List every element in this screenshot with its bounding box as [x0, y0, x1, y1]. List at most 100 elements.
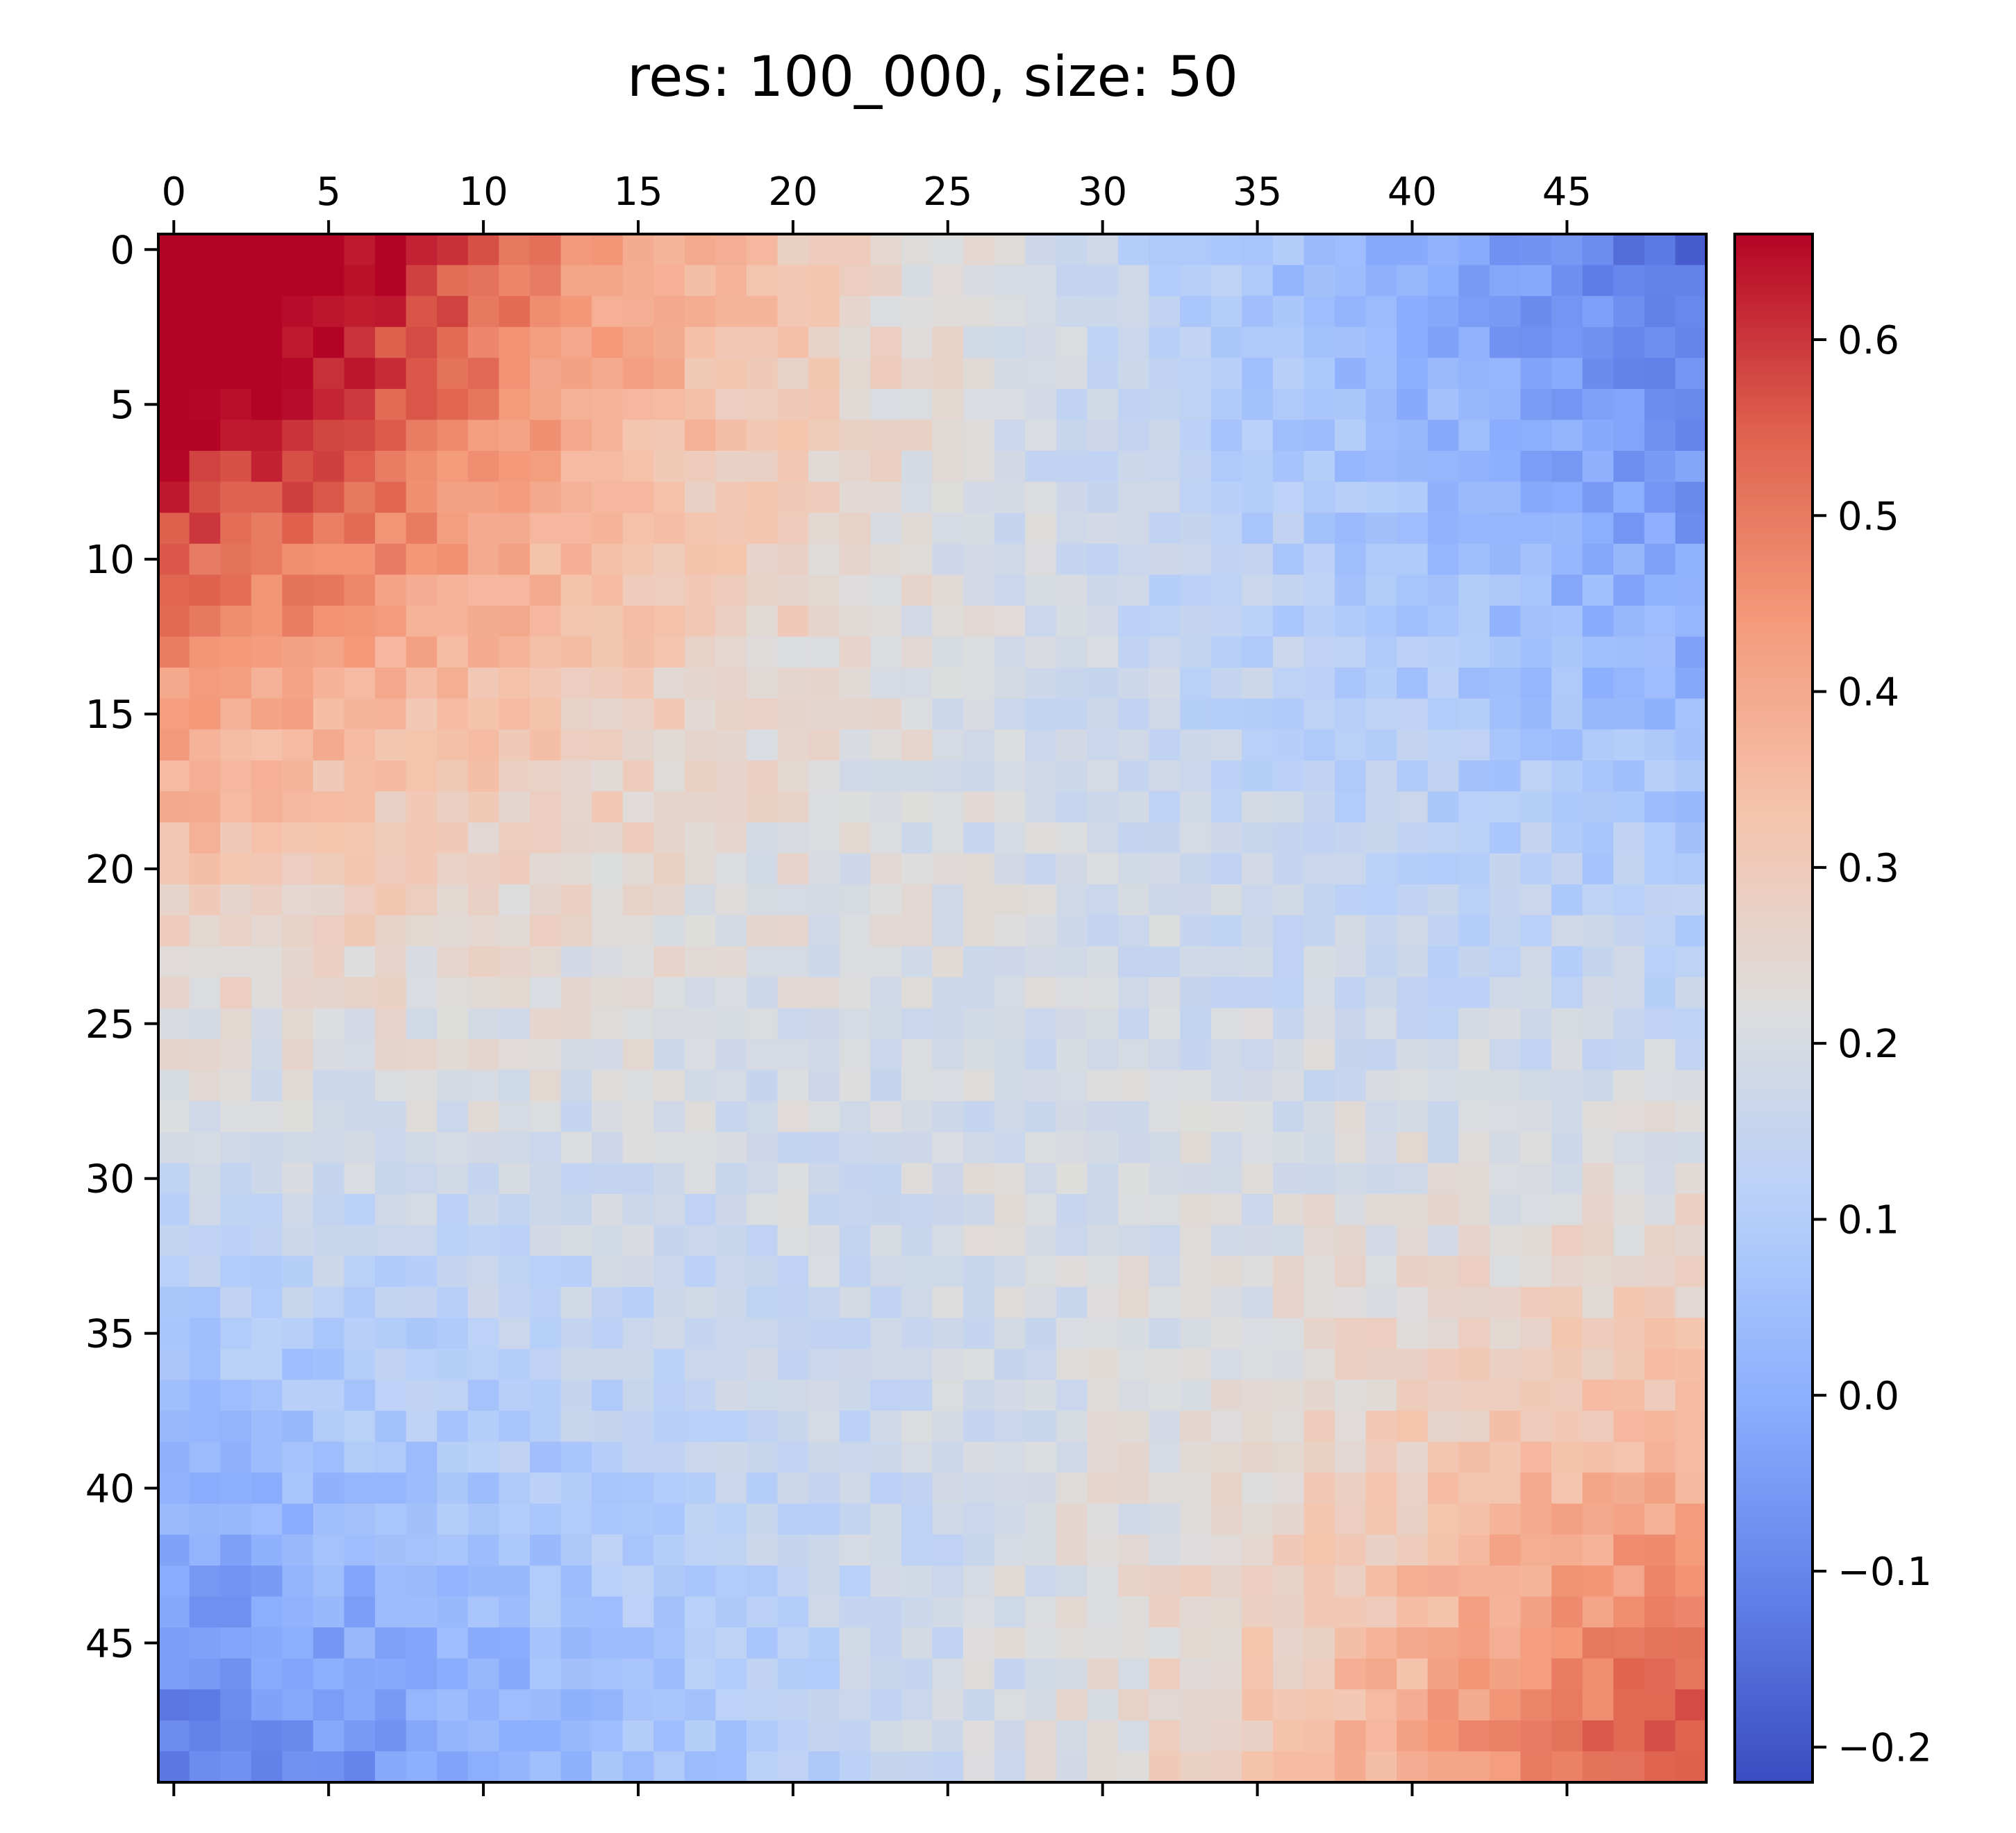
- heatmap-cell: [375, 977, 407, 1009]
- heatmap-cell: [1489, 636, 1522, 668]
- heatmap-cell: [560, 388, 592, 421]
- heatmap-cell: [1397, 1131, 1428, 1163]
- heatmap-cell: [653, 1565, 685, 1598]
- heatmap-cell: [684, 1411, 717, 1443]
- heatmap-cell: [529, 1379, 562, 1411]
- heatmap-cell: [1365, 1565, 1397, 1598]
- heatmap-cell: [715, 1193, 747, 1226]
- heatmap-cell: [1520, 853, 1552, 885]
- heatmap-cell: [747, 853, 778, 885]
- heatmap-cell: [1582, 1225, 1614, 1256]
- heatmap-cell: [1335, 946, 1367, 978]
- heatmap-cell: [1644, 1286, 1676, 1318]
- heatmap-cell: [1272, 543, 1305, 575]
- heatmap-cell: [344, 1565, 376, 1598]
- heatmap-cell: [158, 1534, 190, 1566]
- heatmap-cell: [344, 698, 376, 730]
- heatmap-cell: [220, 1131, 252, 1163]
- heatmap-cell: [932, 1131, 964, 1163]
- heatmap-cell: [1582, 451, 1614, 483]
- heatmap-cell: [313, 1565, 345, 1598]
- heatmap-cell: [1087, 513, 1119, 545]
- heatmap-cell: [1397, 946, 1428, 978]
- heatmap-cell: [313, 1225, 345, 1256]
- heatmap-cell: [1489, 358, 1522, 390]
- heatmap-cell: [158, 1318, 190, 1350]
- heatmap-cell: [189, 1658, 221, 1690]
- heatmap-cell: [932, 605, 964, 638]
- heatmap-cell: [1272, 574, 1305, 606]
- heatmap-cell: [963, 1131, 995, 1163]
- heatmap-cell: [901, 451, 933, 483]
- heatmap-cell: [282, 884, 314, 916]
- heatmap-cell: [1397, 884, 1428, 916]
- heatmap-cell: [1087, 1689, 1119, 1721]
- heatmap-cell: [499, 543, 531, 575]
- heatmap-cell: [747, 1534, 778, 1566]
- heatmap-cell: [529, 1256, 562, 1288]
- heatmap-cell: [189, 1379, 221, 1411]
- heatmap-cell: [158, 1039, 190, 1071]
- heatmap-cell: [1520, 1070, 1552, 1102]
- heatmap-cell: [189, 1348, 221, 1381]
- heatmap-cell: [1272, 451, 1305, 483]
- heatmap-cell: [220, 1379, 252, 1411]
- heatmap-cell: [622, 420, 654, 451]
- heatmap-cell: [994, 729, 1026, 761]
- heatmap-cell: [189, 791, 221, 823]
- heatmap-cell: [653, 667, 685, 699]
- heatmap-cell: [747, 1039, 778, 1071]
- heatmap-cell: [375, 1720, 407, 1752]
- heatmap-cell: [560, 451, 592, 483]
- heatmap-cell: [1056, 1503, 1088, 1535]
- heatmap-cell: [1427, 481, 1459, 513]
- heatmap-cell: [1335, 853, 1367, 885]
- heatmap-cell: [1582, 1008, 1614, 1040]
- heatmap-cell: [715, 543, 747, 575]
- heatmap-cell: [592, 667, 624, 699]
- heatmap-cell: [592, 760, 624, 793]
- heatmap-cell: [189, 1163, 221, 1195]
- heatmap-cell: [375, 358, 407, 390]
- heatmap-cell: [560, 1256, 592, 1288]
- heatmap-cell: [1242, 1411, 1274, 1443]
- heatmap-cell: [777, 1348, 809, 1381]
- heatmap-cell: [1303, 1534, 1335, 1566]
- heatmap-cell: [1087, 574, 1119, 606]
- heatmap-cell: [963, 388, 995, 421]
- heatmap-cell: [1335, 451, 1367, 483]
- heatmap-cell: [189, 451, 221, 483]
- heatmap-cell: [747, 1565, 778, 1598]
- heatmap-cell: [1644, 1658, 1676, 1690]
- heatmap-cell: [622, 265, 654, 297]
- heatmap-cell: [1675, 1379, 1707, 1411]
- heatmap-cell: [1520, 1720, 1552, 1752]
- heatmap-cell: [158, 1193, 190, 1226]
- heatmap-cell: [1644, 1596, 1676, 1628]
- heatmap-cell: [189, 1565, 221, 1598]
- heatmap-cell: [715, 1658, 747, 1690]
- heatmap-cell: [220, 884, 252, 916]
- heatmap-cell: [344, 1689, 376, 1721]
- heatmap-cell: [1427, 1565, 1459, 1598]
- heatmap-cell: [1365, 358, 1397, 390]
- heatmap-cell: [406, 574, 438, 606]
- heatmap-cell: [529, 915, 562, 947]
- heatmap-cell: [1675, 1473, 1707, 1504]
- heatmap-cell: [1272, 1596, 1305, 1628]
- heatmap-cell: [560, 1039, 592, 1071]
- heatmap-cell: [1025, 574, 1057, 606]
- heatmap-cell: [715, 451, 747, 483]
- heatmap-cell: [1180, 420, 1212, 451]
- colorbar-tick-label: 0.6: [1838, 318, 1899, 363]
- heatmap-cell: [1613, 977, 1645, 1009]
- heatmap-cell: [1180, 729, 1212, 761]
- heatmap-cell: [653, 760, 685, 793]
- heatmap-cell: [1427, 822, 1459, 854]
- heatmap-cell: [1272, 1658, 1305, 1690]
- heatmap-cell: [1117, 296, 1150, 328]
- heatmap-cell: [1458, 1751, 1490, 1783]
- heatmap-cell: [715, 822, 747, 854]
- heatmap-cell: [467, 296, 499, 328]
- heatmap-cell: [1458, 605, 1490, 638]
